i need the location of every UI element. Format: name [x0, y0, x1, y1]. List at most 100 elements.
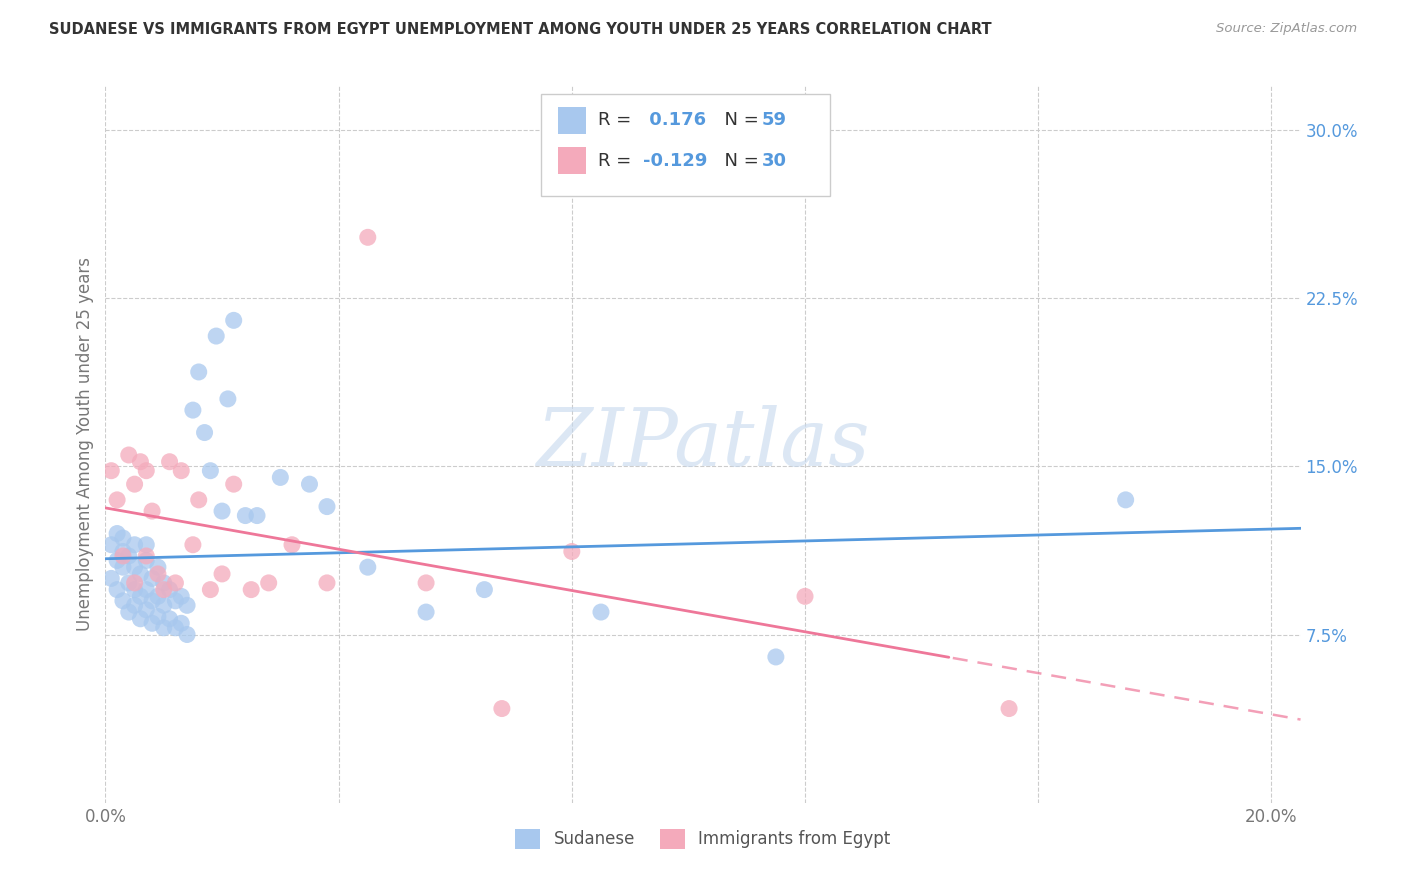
Point [187, 492, 209, 507]
Point [152, 599, 174, 613]
Point [165, 594, 187, 608]
Text: Source: ZipAtlas.com: Source: ZipAtlas.com [1216, 22, 1357, 36]
Point [222, 477, 245, 491]
Point [141, 504, 163, 518]
Point [118, 549, 141, 563]
Point [135, 464, 157, 478]
Point [176, 599, 198, 613]
Point [146, 609, 169, 624]
Point [124, 575, 146, 590]
Point [205, 329, 228, 343]
Point [111, 544, 134, 558]
Point [491, 701, 513, 715]
Point [176, 627, 198, 641]
Point [170, 590, 193, 604]
Text: R =: R = [598, 152, 637, 169]
Point [281, 538, 304, 552]
Point [415, 605, 437, 619]
Point [141, 571, 163, 585]
Point [105, 492, 128, 507]
Point [135, 538, 157, 552]
Point [124, 599, 146, 613]
Point [269, 470, 291, 484]
Point [124, 477, 146, 491]
Point [146, 590, 169, 604]
Point [100, 571, 122, 585]
Point [998, 701, 1021, 715]
Point [129, 455, 152, 469]
Point [298, 477, 321, 491]
Point [135, 582, 157, 597]
Point [118, 575, 141, 590]
Point [170, 616, 193, 631]
Point [181, 538, 204, 552]
Point [129, 612, 152, 626]
Point [165, 621, 187, 635]
Point [141, 616, 163, 631]
Point [129, 566, 152, 581]
Text: N =: N = [713, 152, 765, 169]
Point [1115, 492, 1137, 507]
Point [193, 425, 215, 440]
Point [200, 464, 222, 478]
Legend: Sudanese, Immigrants from Egypt: Sudanese, Immigrants from Egypt [509, 822, 897, 855]
Point [159, 582, 181, 597]
Point [561, 544, 583, 558]
Point [135, 549, 157, 563]
Text: ZIPatlas: ZIPatlas [536, 405, 870, 483]
Text: SUDANESE VS IMMIGRANTS FROM EGYPT UNEMPLOYMENT AMONG YOUTH UNDER 25 YEARS CORREL: SUDANESE VS IMMIGRANTS FROM EGYPT UNEMPL… [49, 22, 991, 37]
Point [211, 566, 233, 581]
Point [118, 448, 141, 462]
Point [124, 538, 146, 552]
Point [765, 649, 787, 664]
Text: 30: 30 [762, 152, 787, 169]
Point [111, 549, 134, 563]
Point [100, 538, 122, 552]
Point [152, 575, 174, 590]
Point [316, 500, 339, 514]
Point [200, 582, 222, 597]
Point [118, 605, 141, 619]
Point [357, 230, 380, 244]
Point [105, 582, 128, 597]
Point [240, 582, 263, 597]
Point [211, 504, 233, 518]
Point [170, 464, 193, 478]
Point [146, 560, 169, 574]
Point [146, 566, 169, 581]
Text: 0.176: 0.176 [643, 112, 706, 129]
Point [357, 560, 380, 574]
Point [135, 553, 157, 567]
Text: -0.129: -0.129 [643, 152, 707, 169]
Point [246, 508, 269, 523]
Point [217, 392, 239, 406]
Text: N =: N = [713, 112, 765, 129]
Point [159, 612, 181, 626]
Text: 59: 59 [762, 112, 787, 129]
Point [111, 531, 134, 545]
Point [474, 582, 496, 597]
Point [316, 575, 339, 590]
Point [124, 582, 146, 597]
Point [129, 590, 152, 604]
Point [105, 553, 128, 567]
Point [187, 365, 209, 379]
Y-axis label: Unemployment Among Youth under 25 years: Unemployment Among Youth under 25 years [76, 257, 94, 631]
Point [124, 560, 146, 574]
Point [141, 594, 163, 608]
Point [135, 603, 157, 617]
Point [415, 575, 437, 590]
Point [100, 464, 122, 478]
Point [152, 582, 174, 597]
Point [165, 575, 187, 590]
Point [181, 403, 204, 417]
Point [105, 526, 128, 541]
Point [111, 560, 134, 574]
Point [589, 605, 612, 619]
Point [222, 313, 245, 327]
Point [111, 594, 134, 608]
Point [257, 575, 280, 590]
Point [235, 508, 257, 523]
Text: R =: R = [598, 112, 637, 129]
Point [159, 455, 181, 469]
